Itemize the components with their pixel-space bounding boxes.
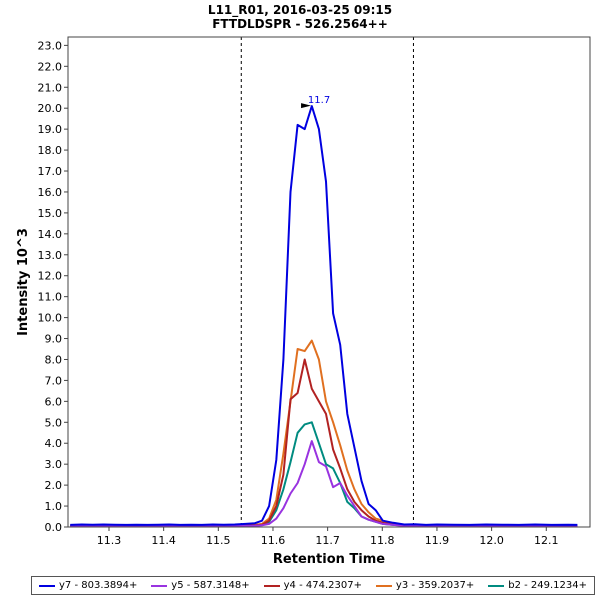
y-tick-label: 17.0 xyxy=(38,165,63,178)
series-line-y5 xyxy=(70,440,578,528)
y-tick-label: 7.0 xyxy=(45,374,63,387)
y-tick-label: 15.0 xyxy=(38,207,63,220)
legend-label: y5 - 587.3148+ xyxy=(171,580,250,591)
y-tick-label: 2.0 xyxy=(45,479,63,492)
chart-subtitle: FTTDLDSPR - 526.2564++ xyxy=(212,17,388,31)
x-axis-label: Retention Time xyxy=(273,552,385,567)
y-tick-label: 6.0 xyxy=(45,395,63,408)
series-line-y7 xyxy=(70,105,578,526)
legend-item: y7 - 803.3894+ xyxy=(38,580,138,591)
series-line-y3 xyxy=(70,339,578,527)
y-tick-label: 1.0 xyxy=(45,500,63,513)
y-tick-label: 14.0 xyxy=(38,228,63,241)
y-tick-label: 12.0 xyxy=(38,270,63,283)
y-axis-label: Intensity 10^3 xyxy=(16,228,31,336)
y-tick-label: 10.0 xyxy=(38,312,63,325)
peak-label: 11.7 xyxy=(308,95,330,106)
x-tick-label: 11.7 xyxy=(315,534,340,547)
x-tick-label: 11.4 xyxy=(151,534,176,547)
x-tick-label: 11.6 xyxy=(261,534,286,547)
y-tick-label: 19.0 xyxy=(38,123,63,136)
legend-label: y3 - 359.2037+ xyxy=(395,580,475,591)
y-tick-label: 5.0 xyxy=(45,416,63,429)
series-line-b2 xyxy=(70,421,578,528)
x-tick-label: 11.8 xyxy=(370,534,395,547)
y-tick-label: 3.0 xyxy=(45,458,63,471)
y-tick-label: 0.0 xyxy=(45,521,63,534)
x-tick-label: 11.9 xyxy=(425,534,450,547)
x-tick-label: 11.5 xyxy=(206,534,231,547)
x-tick-label: 12.0 xyxy=(479,534,504,547)
plot-area xyxy=(67,36,591,528)
chromatogram-chart: 0.0 1.0 2.0 3.0 4.0 5.0 6.0 7.0 8.0 9.0 10.0 11.0 12… xyxy=(16,36,591,567)
y-tick-label: 9.0 xyxy=(45,333,63,346)
legend-label: b2 - 249.1234+ xyxy=(508,580,588,591)
y-tick-label: 22.0 xyxy=(38,60,63,73)
peak-marker-icon xyxy=(301,103,312,109)
legend-item: b2 - 249.1234+ xyxy=(488,580,587,591)
y-tick-label: 11.0 xyxy=(38,291,63,304)
legend-swatch xyxy=(375,584,392,587)
legend-item: y5 - 587.3148+ xyxy=(151,580,250,591)
y-tick-label: 16.0 xyxy=(38,186,63,199)
y-tick-label: 21.0 xyxy=(38,81,63,94)
y-tick-label: 23.0 xyxy=(38,39,63,52)
x-tick-label: 12.1 xyxy=(534,534,559,547)
y-tick-label: 20.0 xyxy=(38,102,63,115)
legend-item: y3 - 359.2037+ xyxy=(375,580,475,591)
legend-swatch xyxy=(38,584,55,587)
y-tick-label: 8.0 xyxy=(45,353,63,366)
chart-title: L11_R01, 2016-03-25 09:15 xyxy=(207,3,393,17)
y-tick-label: 13.0 xyxy=(38,249,63,262)
legend-label: y7 - 803.3894+ xyxy=(58,580,138,591)
legend-swatch xyxy=(263,584,280,587)
legend-label: y4 - 474.2307+ xyxy=(283,580,362,591)
legend-swatch xyxy=(488,584,505,587)
y-tick-label: 18.0 xyxy=(38,144,63,157)
legend-swatch xyxy=(151,584,168,587)
legend: y7 - 803.3894+ y5 - 587.3148+ y4 - 474.230… xyxy=(31,576,595,595)
y-tick-label: 4.0 xyxy=(45,437,63,450)
legend-item: y4 - 474.2307+ xyxy=(263,580,362,591)
x-tick-label: 11.3 xyxy=(97,534,122,547)
